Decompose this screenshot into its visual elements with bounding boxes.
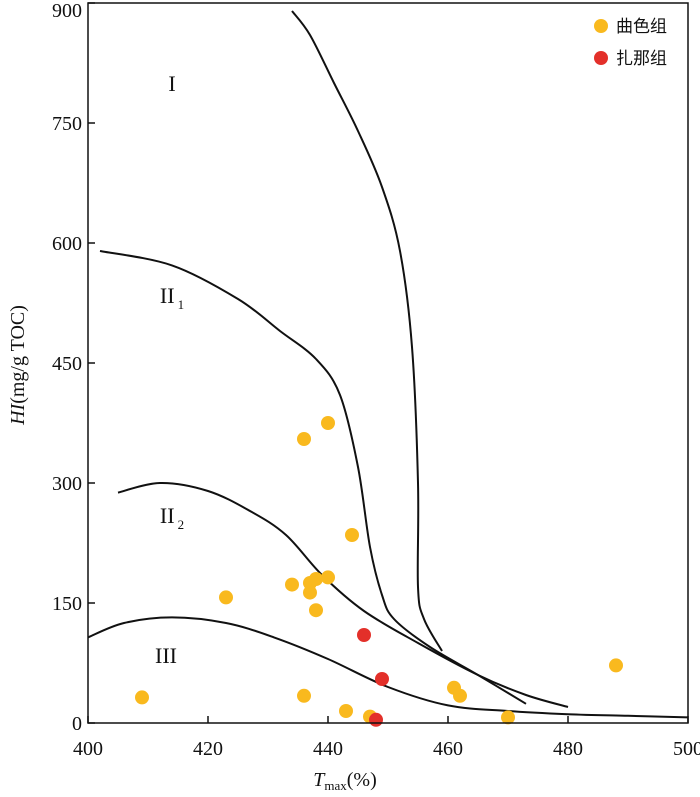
point-series-1-2 xyxy=(375,672,389,686)
point-series-0-17 xyxy=(609,658,623,673)
point-series-0-16 xyxy=(501,710,515,725)
y-tick-label-5: 750 xyxy=(52,113,82,135)
x-tick-label-0: 400 xyxy=(73,738,103,760)
y-tick-label-4: 600 xyxy=(52,233,82,255)
y-axis-ticks: 0 150 300 450 600 750 900 xyxy=(52,0,95,735)
legend-label-1: 扎那组 xyxy=(616,49,667,69)
y-axis-unit: (mg/g TOC) xyxy=(7,305,29,404)
x-axis-ticks: 400 420 440 460 480 500 xyxy=(73,716,700,760)
point-series-0-0 xyxy=(135,690,149,705)
x-axis-symbol: T xyxy=(313,769,326,791)
point-series-0-3 xyxy=(297,432,311,446)
region-label-1: II 1 xyxy=(160,283,184,312)
boundary-curve-1 xyxy=(99,250,527,705)
legend-label-0: 曲色组 xyxy=(616,17,667,37)
point-series-0-4 xyxy=(297,688,311,703)
region-label-0: I xyxy=(168,71,175,96)
scatter-points xyxy=(135,416,623,727)
point-series-1-1 xyxy=(369,712,383,727)
point-series-0-9 xyxy=(321,416,335,430)
x-axis-unit: (%) xyxy=(347,769,377,791)
plot-frame xyxy=(87,2,689,724)
y-tick-label-1: 150 xyxy=(52,593,82,615)
kerogen-boundary-curves xyxy=(87,10,689,719)
point-series-1-0 xyxy=(357,628,371,642)
point-series-0-6 xyxy=(303,585,317,600)
x-tick-label-1: 420 xyxy=(193,738,223,760)
y-axis-symbol: HI xyxy=(7,402,29,425)
region-label-2: II 2 xyxy=(160,503,184,532)
x-tick-label-4: 480 xyxy=(553,738,583,760)
y-tick-label-2: 300 xyxy=(52,473,82,495)
region-label-3: III xyxy=(155,643,177,668)
point-series-0-11 xyxy=(339,704,353,718)
kerogen-type-labels: I II 1 II 2 III xyxy=(155,71,184,668)
legend-marker-0 xyxy=(594,19,608,33)
x-axis-title: Tmax(%) xyxy=(313,769,377,793)
x-axis-subscript: max xyxy=(324,778,347,793)
boundary-curve-2 xyxy=(117,481,569,708)
point-series-0-2 xyxy=(285,577,299,592)
point-series-0-12 xyxy=(345,528,359,542)
y-axis-title: HI(mg/g TOC) xyxy=(7,305,29,426)
point-series-0-8 xyxy=(309,603,323,618)
point-series-0-10 xyxy=(321,570,335,585)
boundary-curve-3 xyxy=(87,616,689,719)
legend-marker-1 xyxy=(594,51,608,65)
point-series-0-7 xyxy=(309,572,323,586)
point-series-0-15 xyxy=(453,688,467,703)
x-tick-label-5: 500 xyxy=(673,738,700,760)
x-tick-label-2: 440 xyxy=(313,738,343,760)
x-tick-label-3: 460 xyxy=(433,738,463,760)
y-tick-label-6: 900 xyxy=(52,0,82,22)
y-tick-label-0: 0 xyxy=(72,713,82,735)
y-tick-label-3: 450 xyxy=(52,353,82,375)
point-series-0-1 xyxy=(219,590,233,605)
boundary-curve-0 xyxy=(291,10,443,652)
